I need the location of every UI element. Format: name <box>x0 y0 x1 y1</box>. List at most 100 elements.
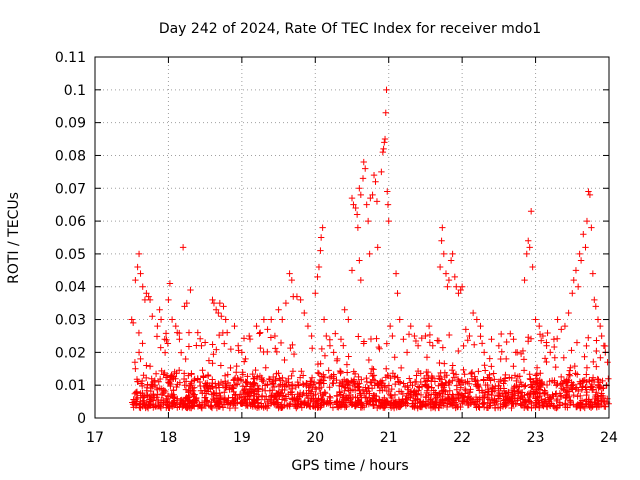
data-point <box>299 380 307 388</box>
data-point <box>583 371 590 378</box>
data-point <box>289 385 296 392</box>
data-point <box>500 387 508 394</box>
data-point <box>389 332 396 340</box>
data-point <box>571 362 578 370</box>
data-point <box>320 380 327 387</box>
data-point <box>554 380 561 388</box>
data-point <box>129 401 137 408</box>
data-point <box>233 362 240 370</box>
data-point <box>244 373 251 380</box>
data-point <box>240 335 248 342</box>
data-point <box>202 380 209 387</box>
data-point <box>406 375 413 382</box>
data-point <box>207 403 215 410</box>
data-point <box>543 403 551 411</box>
data-point <box>581 353 588 360</box>
y-tick-label: 0.09 <box>55 116 86 132</box>
data-point <box>596 383 603 390</box>
data-point <box>229 400 237 408</box>
data-point <box>392 270 400 277</box>
data-point <box>286 401 293 408</box>
data-point <box>442 270 450 277</box>
x-tick-label: 24 <box>600 430 618 446</box>
data-point <box>329 404 337 411</box>
data-point <box>383 397 391 405</box>
y-tick-label: 0.07 <box>55 181 86 197</box>
data-point <box>258 393 266 401</box>
data-point <box>508 398 515 405</box>
data-point <box>152 402 159 409</box>
data-point <box>143 387 150 394</box>
data-point <box>251 380 258 387</box>
data-point <box>373 198 381 205</box>
data-point <box>240 358 248 365</box>
data-point <box>327 394 334 402</box>
data-point <box>297 400 305 407</box>
data-point <box>362 165 369 172</box>
data-point <box>406 388 414 396</box>
data-point <box>352 402 360 409</box>
data-point <box>538 337 545 344</box>
grid-lines <box>95 57 609 418</box>
data-point <box>364 388 372 395</box>
data-point <box>525 237 532 244</box>
data-point <box>168 390 175 398</box>
data-point <box>465 380 473 388</box>
data-point <box>355 384 362 391</box>
data-point <box>318 395 326 403</box>
data-point <box>257 344 264 352</box>
data-point <box>400 398 407 406</box>
data-point <box>221 372 229 379</box>
data-point <box>457 381 465 388</box>
data-point <box>330 349 337 356</box>
data-point <box>498 348 505 355</box>
data-point <box>454 391 462 398</box>
data-point <box>558 385 565 392</box>
data-point <box>277 339 285 347</box>
data-point <box>309 395 317 402</box>
data-point <box>391 353 398 361</box>
data-point <box>479 400 486 407</box>
data-point <box>565 388 573 395</box>
data-point <box>570 391 577 399</box>
data-point <box>441 360 448 367</box>
data-point <box>570 381 577 388</box>
data-point <box>544 391 551 399</box>
data-point <box>536 322 543 330</box>
data-point <box>273 348 281 356</box>
data-point <box>573 339 581 346</box>
data-point <box>246 385 254 393</box>
y-tick-labels: 0 0.01 0.02 0.03 0.04 0.05 0.06 0.07 0.08 0.09 0.1… <box>55 50 86 427</box>
data-point <box>344 369 351 376</box>
data-point <box>439 402 447 409</box>
data-point <box>160 386 167 394</box>
data-point <box>143 362 150 369</box>
data-point <box>256 372 264 380</box>
data-point <box>212 392 220 399</box>
data-point <box>238 394 245 401</box>
data-point <box>223 383 230 391</box>
data-point <box>502 402 509 410</box>
data-point <box>526 375 534 382</box>
data-point <box>315 403 322 411</box>
data-point <box>575 387 582 395</box>
y-tick-label: 0 <box>77 411 86 427</box>
data-point <box>279 392 287 399</box>
data-point <box>277 381 284 388</box>
data-point <box>272 345 279 352</box>
data-point <box>497 330 505 338</box>
data-point <box>471 341 478 348</box>
data-point <box>570 401 577 408</box>
data-point <box>383 340 391 347</box>
data-point <box>491 404 499 411</box>
data-point <box>467 370 475 378</box>
data-point <box>511 372 519 379</box>
data-point <box>395 396 403 404</box>
data-point <box>377 402 385 409</box>
data-point <box>513 384 521 391</box>
data-point <box>357 276 365 284</box>
data-point <box>340 342 347 349</box>
data-point <box>156 306 163 313</box>
data-point <box>210 351 217 358</box>
data-point <box>476 387 483 394</box>
